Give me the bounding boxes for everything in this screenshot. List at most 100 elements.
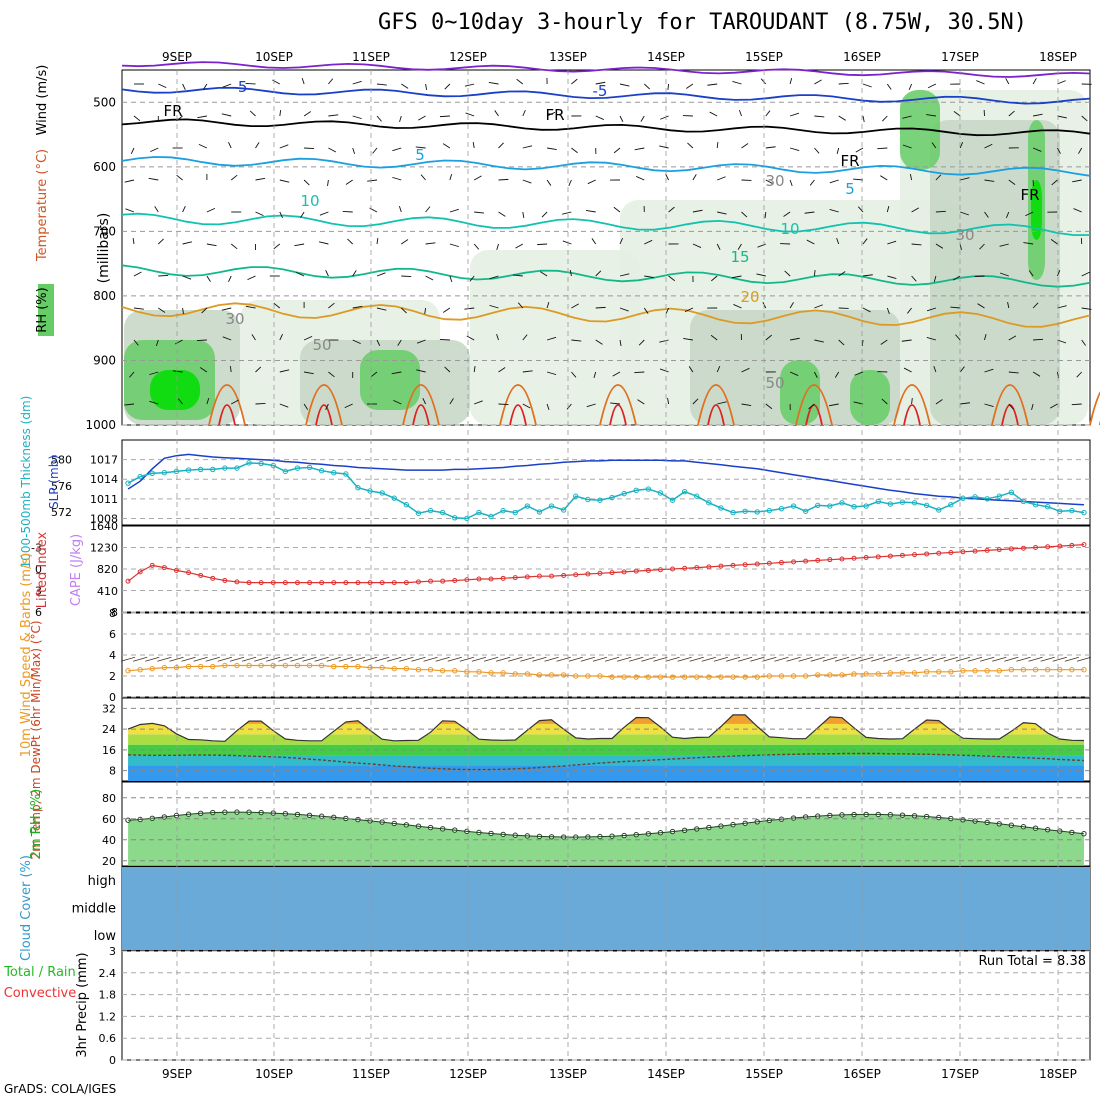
wind-barb — [183, 206, 186, 212]
precip-legend-total: Total / Rain — [3, 965, 76, 980]
wind-barb — [635, 148, 645, 150]
precip-ytick-label: 1.2 — [99, 1010, 117, 1023]
run-total-label: Run Total = 8.38 — [978, 954, 1086, 969]
wind-barb — [542, 212, 547, 217]
wind-barb-10m — [424, 657, 438, 661]
wind-barb-10m — [895, 657, 909, 661]
top-date-label: 11SEP — [352, 50, 390, 64]
lifted-line — [128, 545, 1084, 583]
wind-barb — [272, 80, 279, 84]
wind-barb — [274, 244, 280, 249]
precip-ytick-label: 2.4 — [99, 967, 117, 980]
wind-barb — [537, 244, 547, 245]
wind-barb — [197, 340, 207, 341]
rh-ytick-label: 60 — [102, 813, 116, 826]
wind-barb — [620, 84, 629, 86]
wind-barb-10m — [920, 657, 934, 661]
wind-barb-10m — [448, 657, 462, 661]
wind-barb-10m — [1077, 657, 1091, 661]
wind-barb-10m — [363, 657, 377, 661]
wind-barb — [183, 242, 192, 244]
isotherm-label: -5 — [233, 78, 248, 96]
wind-ytick-label: 8 — [109, 607, 116, 620]
wind-barb-10m — [666, 657, 680, 661]
wind-barb-10m — [750, 657, 764, 661]
rh-area — [128, 812, 1084, 866]
isotherm-label: FR — [545, 106, 564, 124]
bottom-date-label: 10SEP — [255, 1067, 293, 1081]
wind-barb — [126, 209, 134, 212]
wind-barb-10m — [1053, 657, 1067, 661]
isotherm-label: 30 — [765, 172, 784, 190]
profile-ytick-label: 500 — [93, 95, 116, 109]
wind-barb-10m — [762, 657, 776, 661]
precip-legend-convective: Convective — [4, 986, 77, 1001]
wind-barb — [614, 148, 620, 153]
wind-barb-10m — [411, 657, 425, 661]
isotherm-label: FR — [163, 102, 182, 120]
wind-barb-10m — [145, 657, 159, 661]
wind-barb-10m — [774, 657, 788, 661]
wind-barb — [571, 79, 577, 84]
wind-barb-10m — [218, 657, 232, 661]
wind-barb — [495, 110, 499, 116]
temp-band — [122, 698, 1090, 714]
wind-barb — [863, 116, 864, 122]
wind-barb — [686, 84, 693, 89]
wind-barb — [547, 148, 557, 150]
wind-barb — [1057, 81, 1065, 84]
wind-barb-10m — [908, 657, 922, 661]
wind-barb — [353, 116, 362, 119]
wind-barb — [588, 180, 596, 184]
wind-barb — [880, 176, 887, 180]
wind-barb — [320, 212, 328, 215]
wind-barb — [326, 270, 329, 276]
rh-ytick-label: 20 — [102, 855, 116, 868]
isotherm-label: 50 — [312, 336, 331, 354]
wind-barb — [134, 116, 140, 121]
top-date-label: 14SEP — [647, 50, 685, 64]
wind-barb — [474, 176, 481, 180]
wind-barb — [976, 81, 984, 84]
top-date-label: 9SEP — [162, 50, 192, 64]
wind-barb — [207, 244, 217, 246]
wind-barb — [563, 241, 572, 244]
wind-barb — [571, 148, 577, 153]
wind-barb-10m — [254, 657, 268, 661]
wind-barb-10m — [520, 657, 534, 661]
wind-barb — [426, 276, 433, 280]
isotherm-label: 30 — [225, 310, 244, 328]
slp-ytick-label: 1014 — [90, 473, 118, 486]
wind-barb — [377, 273, 385, 276]
wind-barb — [440, 116, 450, 117]
wind-barb — [766, 111, 770, 116]
wind-barb-10m — [629, 657, 643, 661]
wind-barb — [207, 208, 215, 212]
wind-barb — [814, 148, 819, 153]
wind-barb — [732, 81, 741, 84]
wind-barb — [400, 116, 402, 122]
wind-barb-10m — [787, 657, 801, 661]
wind-barb-10m — [387, 657, 401, 661]
wind-barb — [328, 115, 338, 116]
wind-barb — [302, 78, 304, 84]
wind-barb — [158, 275, 168, 276]
wind-barb — [839, 116, 846, 120]
wind-barb — [158, 239, 163, 244]
rh-shade-14 — [780, 360, 820, 425]
wind-barb — [523, 212, 524, 218]
wind-barb — [562, 212, 571, 214]
wind-barb — [887, 84, 891, 90]
wind-barb — [177, 175, 183, 180]
wind-barb — [392, 148, 401, 151]
wind-barb-10m — [496, 657, 510, 661]
precip-ytick-label: 3 — [109, 945, 116, 958]
wind-barb-10m — [133, 657, 147, 661]
wind-barb — [280, 110, 281, 116]
wind-barb — [426, 243, 436, 244]
wind-barb — [810, 180, 814, 185]
isotherm-label: 50 — [765, 374, 784, 392]
wind-barb-10m — [303, 657, 317, 661]
temperature-side-label: Temperature (°C) — [35, 149, 50, 262]
wind-barb — [790, 78, 792, 84]
